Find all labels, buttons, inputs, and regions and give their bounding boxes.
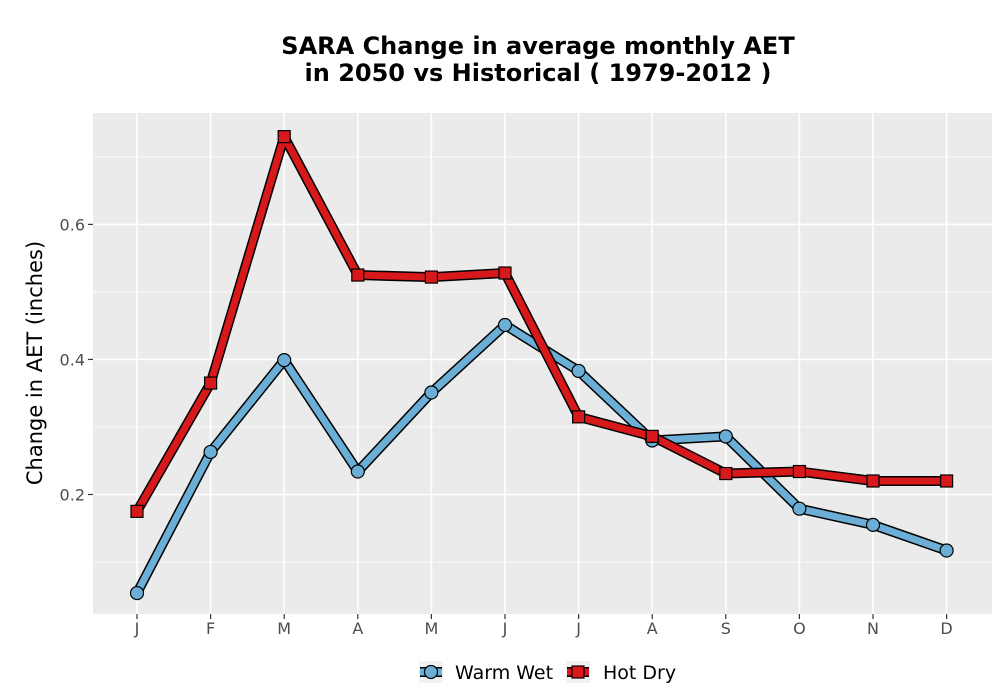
y-tick-label: 0.2 [60, 485, 85, 504]
hot-dry-legend-label: Hot Dry [603, 662, 676, 684]
legend: Warm Wet Hot Dry [419, 661, 676, 684]
chart-title-line-2: in 2050 vs Historical ( 1979-2012 ) [305, 59, 772, 87]
hot-dry-point [792, 464, 807, 479]
x-tick-label: J [575, 619, 581, 638]
grid [93, 113, 992, 614]
y-tick-label: 0.4 [60, 350, 85, 369]
hot-dry-point [204, 376, 218, 390]
x-tick-label: J [502, 619, 508, 638]
y-tick-label: 0.6 [60, 215, 85, 234]
axes: 0.2 0.4 0.6 J F M A M J J A S O N D [60, 215, 953, 638]
hot-dry-point [571, 410, 586, 424]
warm-wet-point [865, 517, 881, 532]
warm-wet-point [718, 429, 733, 444]
hot-dry-point [939, 474, 954, 488]
warm-wet-point [277, 353, 292, 368]
x-tick-label: S [721, 619, 731, 638]
x-tick-label: D [940, 619, 952, 638]
warm-wet-point [203, 444, 218, 460]
x-tick-label: N [867, 619, 879, 638]
warm-wet-legend-label: Warm Wet [455, 662, 553, 684]
x-tick-label: M [277, 619, 291, 638]
warm-wet-point [571, 363, 586, 379]
x-tick-label: A [352, 619, 363, 638]
hot-dry-line [133, 133, 947, 514]
warm-wet-point [939, 543, 954, 558]
x-tick-label: O [793, 619, 806, 638]
plot-panel [93, 113, 992, 614]
hot-dry-point [866, 474, 880, 488]
hot-dry-point [277, 130, 291, 144]
warm-wet-point [497, 317, 513, 333]
warm-wet-point [424, 385, 439, 400]
x-tick-label: A [647, 619, 658, 638]
hot-dry-point [130, 504, 144, 518]
warm-wet-point [350, 464, 365, 479]
hot-dry-point [351, 268, 365, 282]
hot-dry-point [719, 466, 733, 481]
x-tick-label: F [206, 619, 215, 638]
hot-dry-point [498, 266, 512, 280]
warm-wet-point [129, 585, 145, 601]
series-layer [129, 130, 954, 601]
y-axis-title: Change in AET (inches) [23, 241, 47, 485]
hot-dry-legend-marker [571, 665, 585, 679]
chart-title-line-1: SARA Change in average monthly AET [281, 32, 795, 60]
hot-dry-point [424, 270, 438, 284]
warm-wet-legend-marker [423, 664, 439, 680]
warm-wet-point [792, 501, 807, 516]
x-tick-label: M [424, 619, 438, 638]
hot-dry-point [645, 429, 659, 444]
x-tick-label: J [134, 619, 140, 638]
